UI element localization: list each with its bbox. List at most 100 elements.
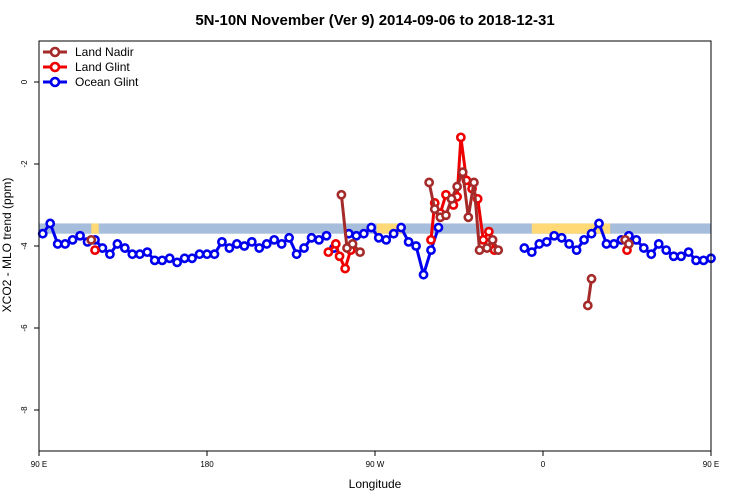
land-nadir-point xyxy=(582,300,593,311)
ocean-glint-point xyxy=(291,249,302,260)
ocean-glint-point xyxy=(231,239,242,249)
ocean-glint-point xyxy=(564,239,575,249)
ocean-glint-point xyxy=(594,218,604,229)
land-nadir-point xyxy=(429,204,440,214)
land-nadir-point xyxy=(493,245,504,255)
ocean-glint-point xyxy=(638,243,649,253)
ocean-glint-point xyxy=(534,239,545,249)
ocean-glint-point xyxy=(45,218,56,229)
land-glint-point xyxy=(426,234,436,245)
ocean-glint-point xyxy=(194,249,205,260)
ocean-glint-point xyxy=(541,236,552,247)
ocean-glint-point xyxy=(119,243,130,253)
ocean-glint-point xyxy=(683,247,694,258)
x-tick-label: 0 xyxy=(541,460,546,469)
ocean-glint-point xyxy=(75,230,85,241)
land-nadir-point xyxy=(424,177,435,188)
ocean-glint-point xyxy=(381,234,392,245)
ocean-glint-point xyxy=(202,249,212,260)
land-nadir-point xyxy=(474,245,485,255)
ocean-glint-point xyxy=(321,230,332,241)
chart-title: 5N-10N November (Ver 9) 2014-09-06 to 20… xyxy=(195,12,554,29)
legend-item-land-glint: Land Glint xyxy=(43,60,130,74)
ocean-glint-point xyxy=(631,234,642,245)
ocean-glint-point xyxy=(698,255,709,266)
ocean-glint-point xyxy=(609,239,619,249)
ocean-glint-point xyxy=(105,249,115,260)
ocean-glint-point xyxy=(254,243,265,253)
ocean-glint-point xyxy=(224,243,235,253)
ocean-glint-point xyxy=(366,222,377,233)
land-glint-point xyxy=(334,251,345,262)
y-axis-label: XCO2 - MLO trend (ppm) xyxy=(0,178,14,313)
ocean-glint-point xyxy=(172,257,183,268)
ocean-glint-point xyxy=(217,236,227,247)
ocean-glint-point xyxy=(239,241,250,251)
ocean-glint-point xyxy=(164,253,175,264)
ocean-glint-point xyxy=(142,247,153,258)
land-glint-point xyxy=(340,263,351,274)
land-nadir-point xyxy=(623,239,634,249)
x-tick-label: 90 W xyxy=(366,460,385,469)
y-tick-label: -6 xyxy=(20,324,29,332)
ocean-glint-point xyxy=(112,239,123,249)
land-nadir-point xyxy=(452,181,463,192)
ocean-glint-point xyxy=(97,243,108,253)
ocean-glint-point xyxy=(411,241,421,251)
ocean-glint-point xyxy=(586,228,597,239)
ocean-glint-point xyxy=(403,236,414,247)
land-nadir-point xyxy=(446,193,457,204)
ocean-glint-point xyxy=(67,234,78,245)
ocean-glint-point xyxy=(433,222,444,233)
ocean-glint-point xyxy=(261,239,272,249)
x-tick-label: 90 E xyxy=(703,460,719,469)
series-layer xyxy=(37,132,716,311)
band-land-2 xyxy=(531,223,611,234)
x-axis-label: Longitude xyxy=(349,477,402,491)
ocean-glint-point xyxy=(134,249,145,260)
land-nadir-point xyxy=(463,212,474,223)
legend-marker xyxy=(49,61,61,73)
land-nadir-point xyxy=(487,234,498,245)
ocean-glint-point xyxy=(388,228,399,239)
ocean-glint-point xyxy=(691,255,701,266)
legend-label: Ocean Glint xyxy=(75,75,139,89)
ocean-glint-point xyxy=(179,253,190,264)
ocean-glint-point xyxy=(396,222,407,233)
legend-item-ocean-glint: Ocean Glint xyxy=(43,75,139,89)
ocean-glint-point xyxy=(426,245,436,255)
land-glint-point xyxy=(478,234,489,245)
ocean-glint-point xyxy=(276,239,287,249)
ocean-glint-point xyxy=(314,234,324,245)
land-nadir-point xyxy=(336,189,347,200)
y-tick-label: 0 xyxy=(20,79,29,84)
ocean-glint-point xyxy=(526,247,537,258)
ocean-glint-point xyxy=(579,234,589,245)
ocean-glint-point xyxy=(519,243,530,253)
land-glint-point xyxy=(455,132,466,143)
ocean-glint-point xyxy=(418,269,429,280)
land-glint-point xyxy=(90,245,100,255)
land-glint-point xyxy=(323,247,334,258)
y-tick-label: -8 xyxy=(20,406,29,414)
land-nadir-point xyxy=(469,177,479,188)
x-axis: 90 E 180 90 W 0 90 E xyxy=(31,451,719,469)
ocean-glint-point xyxy=(601,239,612,249)
ocean-glint-point xyxy=(676,251,687,262)
ocean-glint-point xyxy=(187,253,197,264)
ocean-glint-point xyxy=(157,255,168,266)
band-land-1 xyxy=(376,223,403,234)
legend-label: Land Nadir xyxy=(75,45,134,59)
ocean-glint-point xyxy=(661,245,672,255)
land-nadir-point xyxy=(441,210,451,221)
ocean-glint-point xyxy=(37,228,48,239)
ocean-glint-point xyxy=(284,232,295,243)
ocean-glint-point xyxy=(269,234,280,245)
ocean-glint-point xyxy=(299,243,309,253)
ocean-glint-point xyxy=(668,251,679,262)
ocean-glint-point xyxy=(60,239,71,249)
ocean-glint-point xyxy=(358,228,369,239)
legend-marker xyxy=(49,46,61,58)
